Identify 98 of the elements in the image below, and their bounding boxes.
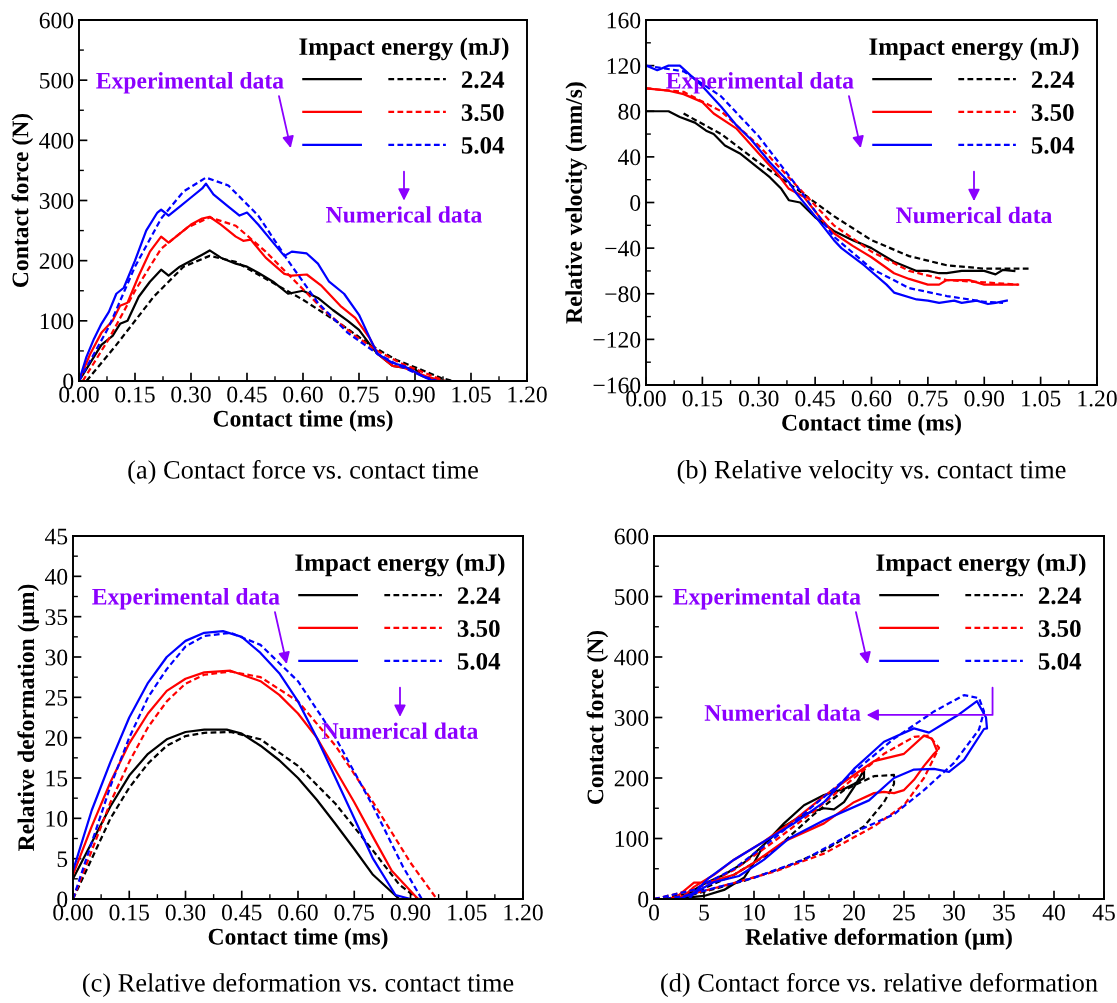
x-tick-label: 1.20 [508, 386, 547, 403]
annotation: Numerical data [896, 206, 1052, 224]
x-tick-label: 0.60 [851, 390, 892, 407]
legend-label: 5.04 [1031, 136, 1075, 154]
y-tick-label: 25 [45, 689, 68, 706]
x-tick-label: 1.05 [448, 904, 487, 921]
x-tick-label: 0.90 [395, 386, 435, 403]
x-tick-label: 0.15 [682, 390, 723, 407]
legend-label: 3.50 [1038, 620, 1081, 638]
y-tick-label: 600 [39, 12, 74, 29]
y-tick-label: 600 [614, 528, 649, 545]
legend-label: 3.50 [1031, 104, 1074, 122]
x-tick-label: 0.75 [339, 386, 379, 403]
x-tick-label: 45 [1092, 904, 1115, 921]
x-tick-label: 0.75 [908, 390, 948, 407]
x-tick-label: 0.45 [227, 386, 267, 403]
y-tick-label: −80 [605, 286, 641, 303]
y-tick-label: 40 [44, 568, 68, 585]
y-tick-label: 35 [45, 609, 68, 626]
text: (c) Relative deformation vs. contact time [82, 972, 514, 998]
y-tick-label: 300 [614, 709, 649, 726]
legend-label: 2.24 [457, 587, 501, 605]
legend-label: 2.24 [461, 71, 505, 89]
x-axis-title: Contact time (ms) [208, 928, 388, 950]
y-tick-label: 120 [607, 58, 641, 75]
x-tick-label: 0.30 [738, 390, 779, 407]
y-tick-label: 200 [39, 253, 74, 270]
y-tick-label: 0 [630, 194, 641, 211]
legend-title: Impact energy (mJ) [876, 553, 1086, 577]
y-tick-label: 5 [57, 851, 68, 868]
x-axis-title: Relative deformation (μm) [745, 928, 1012, 950]
legend-label: 2.24 [1038, 587, 1082, 605]
annotation: Numerical data [704, 704, 861, 721]
legend-label: 5.04 [1038, 652, 1082, 670]
y-tick-label: 15 [46, 770, 68, 787]
y-tick-label: 400 [614, 649, 649, 666]
text: (b) Relative velocity vs. contact time [677, 460, 1066, 484]
y-tick-label: 30 [45, 649, 68, 666]
y-axis-title: Contact force (N) [11, 113, 34, 287]
y-tick-label: 45 [44, 528, 68, 545]
x-tick-label: 0.90 [964, 390, 1005, 407]
x-tick-label: 0.75 [334, 904, 374, 921]
annotation: Experimental data [673, 588, 861, 610]
y-axis-title: Contact force (N) [586, 630, 609, 804]
y-tick-label: 500 [40, 72, 74, 89]
x-tick-label: 10 [744, 904, 765, 921]
legend-title: Impact energy (mJ) [299, 37, 509, 61]
x-tick-label: 0.15 [109, 904, 149, 921]
y-tick-label: 300 [39, 192, 74, 209]
legend-label: 3.50 [457, 620, 500, 638]
x-axis-title: Contact time (ms) [782, 414, 961, 436]
annotation: Experimental data [96, 72, 284, 94]
x-tick-label: 0.45 [221, 904, 262, 921]
y-tick-label: −120 [593, 331, 641, 348]
x-tick-label: 0.15 [115, 386, 155, 403]
x-tick-label: 40 [1042, 904, 1065, 921]
x-tick-label: 1.05 [452, 386, 491, 403]
y-tick-label: 20 [45, 730, 68, 747]
legend-title: Impact energy (mJ) [295, 553, 505, 577]
y-axis-title: Relative velocity (mm/s) [565, 82, 587, 324]
y-tick-label: 500 [615, 588, 649, 605]
x-tick-label: 1.05 [1022, 390, 1061, 407]
x-tick-label: 0.45 [795, 390, 835, 407]
x-tick-label: 20 [843, 904, 865, 921]
y-tick-label: −40 [605, 240, 641, 257]
x-tick-label: 5 [699, 904, 709, 921]
y-tick-label: 80 [618, 103, 641, 120]
y-tick-label: 400 [39, 132, 74, 149]
text: (a) Contact force vs. contact time [128, 459, 478, 485]
x-tick-label: 30 [943, 904, 965, 921]
y-axis-title: Relative deformation (μm) [17, 584, 39, 851]
legend-label: 5.04 [461, 136, 505, 154]
x-tick-label: 0.90 [390, 904, 431, 921]
y-tick-label: 0 [638, 891, 649, 908]
y-tick-label: 160 [607, 12, 641, 29]
x-axis-title: Contact time (ms) [213, 410, 393, 432]
legend-label: 5.04 [457, 652, 501, 670]
y-tick-label: 100 [40, 313, 74, 330]
annotation: Experimental data [92, 588, 280, 610]
y-tick-label: 40 [617, 149, 641, 166]
y-tick-label: 100 [615, 830, 649, 847]
legend-label: 3.50 [461, 104, 504, 122]
x-tick-label: 15 [794, 904, 815, 921]
x-tick-label: 35 [993, 904, 1015, 921]
x-tick-label: 1.20 [504, 904, 543, 921]
y-tick-label: 10 [46, 810, 68, 827]
x-tick-label: 0.30 [165, 904, 206, 921]
annotation: Numerical data [322, 722, 478, 740]
x-tick-label: 25 [893, 904, 915, 921]
x-tick-label: 0.30 [171, 386, 211, 403]
annotation: Numerical data [326, 206, 482, 223]
y-tick-label: 200 [614, 770, 649, 787]
legend-label: 2.24 [1031, 71, 1075, 89]
text: (d) Contact force vs. relative deformation [661, 972, 1098, 998]
x-tick-label: 1.20 [1078, 390, 1117, 407]
x-tick-label: 0.60 [283, 386, 323, 403]
legend-title: Impact energy (mJ) [869, 37, 1079, 61]
x-tick-label: 0.60 [278, 904, 318, 921]
